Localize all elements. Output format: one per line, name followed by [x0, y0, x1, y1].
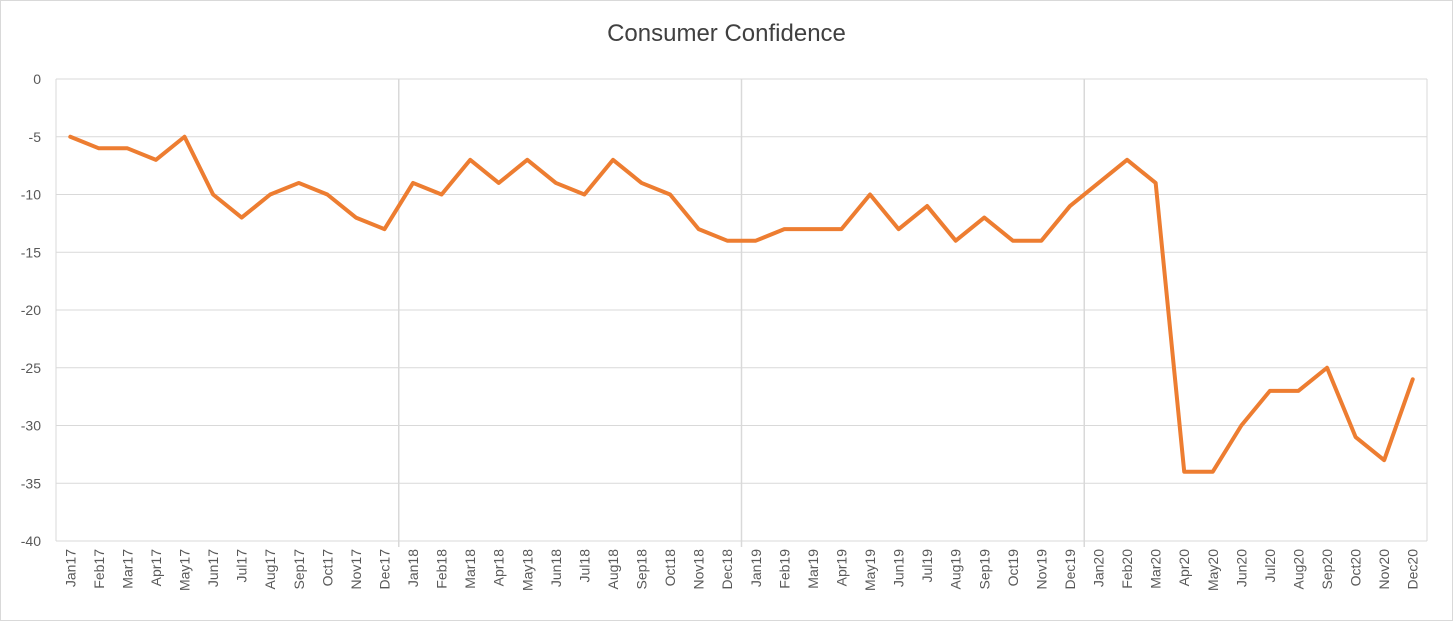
x-tick-label: Oct20 [1348, 549, 1364, 587]
y-tick-label: -25 [21, 360, 41, 376]
gridlines [55, 78, 1428, 547]
x-tick-label: Jul20 [1262, 549, 1278, 583]
x-tick-label: Mar19 [805, 549, 821, 589]
x-tick-label: Feb17 [91, 549, 107, 589]
x-tick-label: Nov19 [1033, 549, 1049, 590]
x-tick-label: Jun20 [1233, 549, 1249, 587]
x-tick-label: Feb18 [434, 549, 450, 589]
x-tick-label: May18 [519, 549, 535, 591]
y-tick-label: -35 [21, 475, 41, 491]
x-tick-label: Dec20 [1405, 549, 1421, 590]
x-tick-label: Nov20 [1376, 549, 1392, 590]
series-line [68, 134, 1415, 474]
x-tick-label: Jan19 [748, 549, 764, 587]
x-tick-label: Oct19 [1005, 549, 1021, 587]
x-tick-label: Nov17 [348, 549, 364, 590]
x-tick-label: May20 [1205, 549, 1221, 591]
x-tick-label: Jan18 [405, 549, 421, 587]
y-tick-label: -5 [29, 129, 42, 145]
x-tick-label: Dec18 [719, 549, 735, 590]
x-tick-label: Apr20 [1176, 549, 1192, 587]
y-tick-label: -10 [21, 187, 41, 203]
x-tick-label: Nov18 [691, 549, 707, 590]
chart-title: Consumer Confidence [607, 20, 846, 47]
x-tick-label: Oct18 [662, 549, 678, 587]
x-tick-label: Feb20 [1119, 549, 1135, 589]
x-tick-label: Sep19 [976, 549, 992, 590]
y-tick-label: -20 [21, 302, 41, 318]
x-axis-ticks: Jan17 Feb17 Mar17 Apr17 May17 Jun17 Jul17 Aug17… [62, 549, 1420, 591]
x-tick-label: Jan20 [1091, 549, 1107, 587]
x-tick-label: May19 [862, 549, 878, 591]
x-tick-label: Jul18 [576, 549, 592, 583]
x-tick-label: Feb19 [776, 549, 792, 589]
x-tick-label: Sep18 [634, 549, 650, 590]
x-tick-label: Aug20 [1290, 549, 1306, 590]
series-group [68, 134, 1415, 474]
x-tick-label: Aug18 [605, 549, 621, 590]
x-tick-label: Mar20 [1148, 549, 1164, 589]
y-tick-label: -30 [21, 418, 41, 434]
x-tick-label: Jul17 [234, 549, 250, 583]
x-tick-label: Apr19 [833, 549, 849, 587]
x-tick-label: Sep17 [291, 549, 307, 590]
x-tick-label: Jun18 [548, 549, 564, 587]
x-tick-label: Oct17 [319, 549, 335, 587]
x-tick-label: Aug17 [262, 549, 278, 590]
y-axis-ticks: 0 -5 -10 -15 -20 -25 -30 -35 -40 [21, 71, 41, 549]
x-tick-label: Mar17 [119, 549, 135, 589]
x-tick-label: Jul19 [919, 549, 935, 583]
x-tick-label: May17 [177, 549, 193, 591]
y-tick-label: -15 [21, 244, 41, 260]
x-tick-label: Apr17 [148, 549, 164, 587]
x-tick-label: Mar18 [462, 549, 478, 589]
x-tick-label: Jan17 [62, 549, 78, 587]
x-tick-label: Aug19 [948, 549, 964, 590]
x-tick-label: Jun17 [205, 549, 221, 587]
x-tick-label: Dec19 [1062, 549, 1078, 590]
x-tick-label: Apr18 [491, 549, 507, 587]
y-tick-label: 0 [33, 71, 41, 87]
x-tick-label: Jun19 [891, 549, 907, 587]
y-tick-label: -40 [21, 533, 41, 549]
x-tick-label: Dec17 [376, 549, 392, 590]
x-tick-label: Sep20 [1319, 549, 1335, 590]
